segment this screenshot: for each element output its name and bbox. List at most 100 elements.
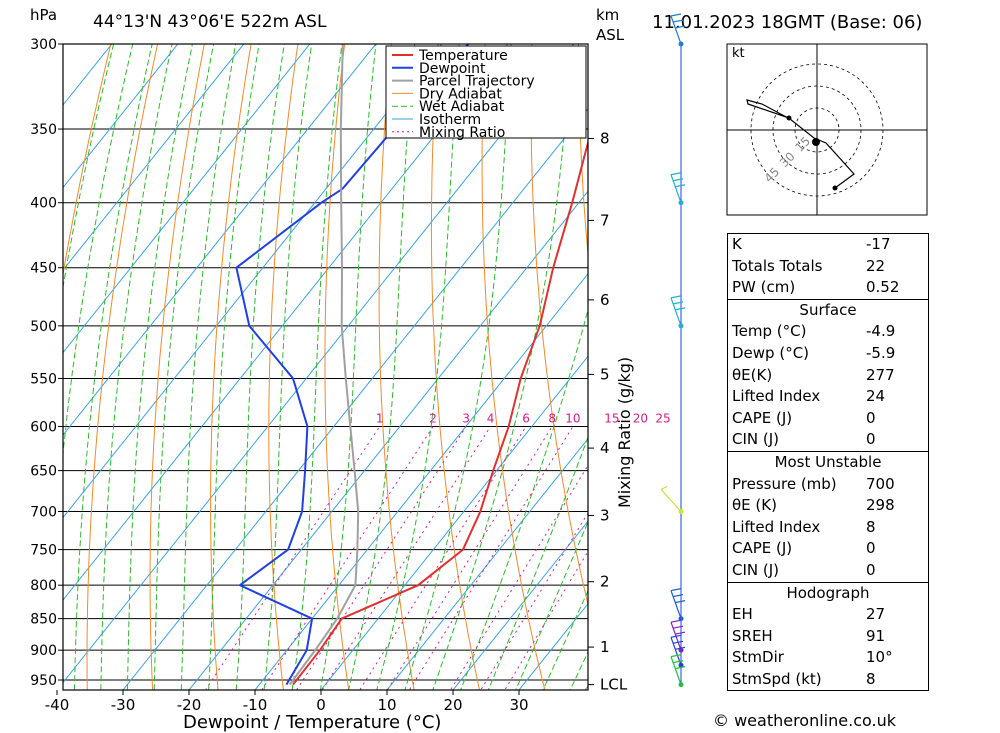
index-label: Temp (°C) (732, 322, 807, 341)
index-value: 0 (866, 408, 876, 427)
mixing-ratio-tick-label: 1 (376, 411, 384, 425)
isotherm-line (63, 44, 245, 271)
unit-hpa: hPa (30, 6, 57, 24)
index-value: 277 (866, 365, 895, 384)
dry-adiabat-line (268, 44, 299, 690)
index-label: CIN (J) (732, 430, 780, 449)
wind-barb (670, 172, 686, 203)
index-value: 8 (866, 517, 876, 536)
height-tick-label: 4 (600, 439, 610, 457)
index-value: 700 (866, 474, 895, 493)
wet-adiabat-line (235, 44, 285, 690)
wind-barb (670, 588, 686, 619)
mixing-ratio-tick-label: 4 (487, 411, 495, 425)
wet-adiabat-line (180, 44, 237, 690)
index-value: 24 (866, 387, 886, 406)
datetime-title: 11.01.2023 18GMT (Base: 06) (652, 12, 922, 33)
pressure-tick-label: 550 (30, 371, 57, 387)
dry-adiabat-line (324, 44, 350, 690)
k-label: K (732, 235, 742, 253)
wet-adiabat-line (348, 44, 416, 690)
pressure-tick-label: 700 (30, 505, 57, 521)
legend-label: Wet Adiabat (419, 99, 505, 115)
pressure-tick-label: 350 (30, 122, 57, 138)
mixing-ratio-tick-label: 20 (633, 411, 648, 425)
index-value: 91 (866, 626, 886, 645)
mixing-ratio-tick-label: 3 (462, 411, 470, 425)
index-label: Lifted Index (732, 517, 821, 536)
isotherm-line (63, 44, 179, 189)
legend-label: Temperature (418, 48, 508, 64)
height-tick-label: 3 (600, 506, 610, 524)
index-label: StmSpd (kt) (732, 669, 822, 688)
x-tick-label: -20 (177, 696, 202, 714)
index-value: 27 (866, 605, 886, 624)
index-label: θE(K) (732, 365, 773, 384)
mixing-ratio-tick-label: 6 (522, 411, 530, 425)
index-label: StmDir (732, 648, 784, 667)
mixing-ratio-tick-label: 15 (604, 411, 619, 425)
hodograph-title: Hodograph (786, 583, 870, 602)
isotherm-line (452, 520, 588, 690)
mixing-ratio-tick-label: 8 (548, 411, 556, 425)
x-axis-label: Dewpoint / Temperature (°C) (183, 712, 441, 733)
wet-adiabat-line (404, 44, 512, 690)
unit-asl: ASL (596, 26, 625, 44)
wet-adiabat-line (126, 44, 193, 690)
height-tick-label: 1 (600, 638, 610, 656)
mixing-ratio-line (321, 426, 491, 690)
most-unstable-section: Most Unstable Pressure (mb) 700 θE (K) 298… (728, 450, 928, 582)
wet-adiabat-line (263, 44, 313, 690)
legend-label: Parcel Trajectory (419, 74, 535, 90)
wet-adiabat-line (100, 44, 173, 690)
legend-label: Mixing Ratio (419, 125, 505, 141)
mixing-ratio-tick-label: 25 (655, 411, 670, 425)
hodograph-point (832, 185, 838, 191)
dry-adiabat-line (430, 44, 480, 690)
mixing-ratio-line (408, 426, 574, 690)
mixing-ratio-line (261, 426, 434, 690)
mixing-ratio-line (449, 464, 588, 690)
isotherm-line (386, 437, 588, 690)
wet-adiabat-line (319, 44, 377, 690)
isotherm-line (320, 355, 588, 690)
parcel-trajectory-curve (288, 44, 360, 686)
hodograph-point (786, 115, 792, 121)
most-unstable-title: Most Unstable (774, 452, 882, 471)
index-value: -5.9 (866, 343, 896, 362)
pressure-tick-label: 300 (30, 37, 57, 53)
x-tick-label: -40 (45, 696, 70, 714)
pressure-tick-label: 750 (30, 543, 57, 559)
index-value: -4.9 (866, 322, 896, 341)
legend-label: Dewpoint (419, 61, 486, 77)
mixing-ratio-line (359, 426, 527, 690)
pressure-tick-label: 900 (30, 643, 57, 659)
tt-value: 22 (866, 256, 886, 275)
wind-barb (660, 485, 682, 512)
pressure-tick-label: 850 (30, 612, 57, 628)
mixing-ratio-line (480, 511, 588, 690)
index-label: Pressure (mb) (732, 474, 837, 493)
index-value: 10° (866, 648, 893, 667)
indices-table: K -17 Totals Totals 22 PW (cm) 0.52 Surface… (727, 233, 929, 692)
wet-adiabat-line (376, 44, 460, 690)
height-tick-label: 8 (600, 129, 610, 147)
pressure-tick-label: 950 (30, 673, 57, 689)
wet-adiabat-line (153, 44, 215, 690)
height-tick-label: 6 (600, 291, 610, 309)
mixing-ratio-line (386, 426, 553, 690)
isotherm-line (63, 44, 311, 354)
x-tick-label: 20 (443, 696, 462, 714)
index-value: 0 (866, 560, 876, 579)
wet-adiabat-line (63, 44, 115, 290)
surface-section: Surface Temp (°C) -4.9 Dewp (°C) -5.9 θE(K… (728, 298, 928, 451)
pressure-tick-label: 600 (30, 419, 57, 435)
dry-adiabat-line (936, 0, 1000, 733)
index-label: SREH (732, 626, 773, 645)
credit-link[interactable]: © weatheronline.co.uk (713, 711, 896, 730)
pressure-tick-label: 800 (30, 578, 57, 594)
storm-motion-marker (812, 138, 820, 146)
